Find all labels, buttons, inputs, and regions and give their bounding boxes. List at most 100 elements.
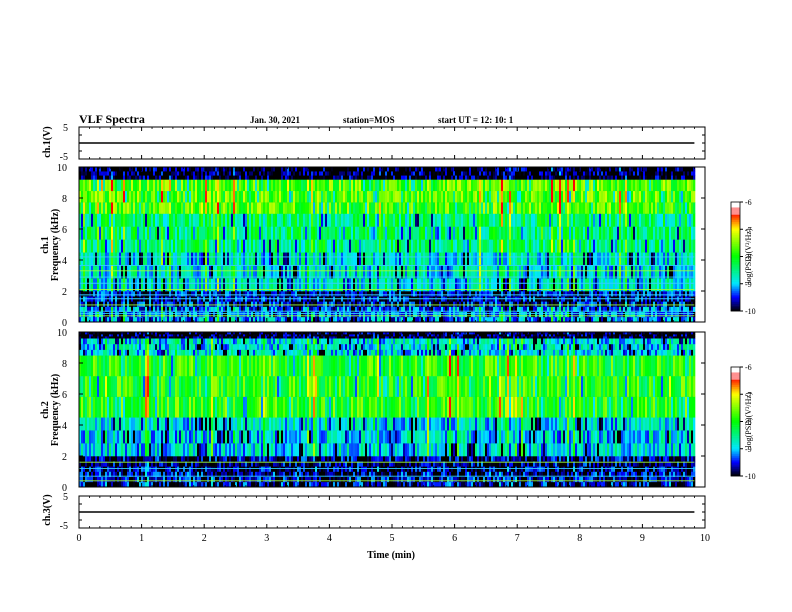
spectrogram-cell — [575, 175, 578, 180]
spectrogram-cell — [109, 167, 112, 172]
spectrogram-cell — [353, 291, 356, 297]
spectrogram-cell — [129, 171, 132, 176]
spectrogram-cell — [441, 278, 444, 292]
spectrogram-cell — [319, 171, 322, 176]
spectrogram-cell — [535, 202, 538, 214]
spectrogram-cell — [323, 190, 326, 203]
spectrogram-cell — [211, 213, 214, 227]
spectrogram-cell — [453, 252, 456, 266]
spectrogram-cell — [223, 171, 226, 176]
spectrogram-cell — [595, 179, 598, 192]
spectrogram-cell — [581, 316, 584, 323]
spectrogram-cell — [239, 226, 242, 240]
spectrogram-cell — [601, 202, 604, 214]
spectrogram-cell — [433, 171, 436, 176]
spectrogram-cell — [167, 278, 170, 292]
spectrogram-cell — [473, 278, 476, 292]
spectrogram-cell — [427, 179, 430, 192]
spectrogram-cell — [379, 316, 382, 323]
spectrogram-cell — [293, 278, 296, 292]
spectrogram-cell — [603, 311, 606, 318]
spectrogram-cell — [477, 190, 480, 203]
spectrogram-cell — [313, 171, 316, 176]
spectrogram-cell — [273, 213, 276, 227]
spectrogram-cell — [513, 301, 516, 307]
spectrogram-cell — [257, 291, 260, 297]
spectrogram-cell — [495, 202, 498, 214]
spectrogram-cell — [413, 252, 416, 266]
spectrogram-cell — [481, 213, 484, 227]
spectrogram-cell — [549, 301, 552, 307]
spectrogram-cell — [375, 265, 378, 279]
spectrogram-cell — [597, 239, 600, 253]
spectrogram-cell — [117, 252, 120, 266]
spectrogram-cell — [455, 171, 458, 176]
spectrogram-cell — [593, 226, 596, 240]
spectrogram-cell — [101, 252, 104, 266]
spectrogram-cell — [601, 306, 604, 312]
spectrogram-cell — [177, 316, 180, 323]
spectrogram-cell — [119, 239, 122, 253]
spectrogram-cell — [409, 190, 412, 203]
spectrogram-cell — [183, 190, 186, 203]
spectrogram-cell — [225, 239, 228, 253]
spectrogram-cell — [313, 265, 316, 279]
spectrogram-cell — [215, 265, 218, 279]
spectrogram-cell — [561, 265, 564, 279]
spectrogram-cell — [269, 226, 272, 240]
spectrogram-cell — [245, 301, 248, 307]
spectrogram-cell — [127, 202, 130, 214]
spectrogram-cell — [259, 167, 262, 172]
spectrogram-cell — [577, 179, 580, 192]
spectrogram-cell — [355, 278, 358, 292]
spectrogram-cell — [319, 190, 322, 203]
spectrogram-cell — [137, 167, 140, 172]
spectrogram-cell — [395, 311, 398, 318]
spectrogram-cell — [115, 311, 118, 318]
spectrogram-cell — [291, 316, 294, 323]
spectrogram-cell — [417, 291, 420, 297]
spectrogram-cell — [457, 190, 460, 203]
spectrogram-cell — [591, 306, 594, 312]
spectrogram-cell — [233, 239, 236, 253]
spectrogram-cell — [161, 202, 164, 214]
spectrogram-cell — [365, 175, 368, 180]
spectrogram-cell — [231, 316, 234, 323]
spectrogram-cell — [85, 190, 88, 203]
spectrogram-cell — [309, 226, 312, 240]
spectrogram-cell — [603, 265, 606, 279]
spectrogram-cell — [561, 291, 564, 297]
spectrogram-cell — [377, 291, 380, 297]
spectrogram-cell — [321, 190, 324, 203]
spectrogram-cell — [267, 265, 270, 279]
spectrogram-cell — [427, 316, 430, 323]
spectrogram-cell — [121, 252, 124, 266]
spectrogram-cell — [261, 316, 264, 323]
spectrogram-cell — [209, 190, 212, 203]
spectrogram-cell — [377, 226, 380, 240]
spectrogram-cell — [197, 301, 200, 307]
spectrogram-cell — [87, 291, 90, 297]
spectrogram-cell — [591, 239, 594, 253]
spectrogram-cell — [323, 179, 326, 192]
spectrogram-cell — [481, 301, 484, 307]
spectrogram-cell — [157, 171, 160, 176]
spectrogram-cell — [575, 239, 578, 253]
spectrogram-cell — [391, 265, 394, 279]
spectrogram-cell — [219, 265, 222, 279]
spectrogram-cell — [509, 278, 512, 292]
spectrogram-cell — [175, 190, 178, 203]
spectrogram-cell — [451, 167, 454, 172]
spectrogram-cell — [419, 311, 422, 318]
spectrogram-cell — [391, 291, 394, 297]
spectrogram-cell — [169, 202, 172, 214]
spectrogram-cell — [613, 175, 616, 180]
spectrogram-cell — [297, 167, 300, 172]
spectrogram-cell — [485, 301, 488, 307]
spectrogram-cell — [535, 226, 538, 240]
spectrogram-cell — [389, 239, 392, 253]
spectrogram-cell — [517, 175, 520, 180]
spectrogram-cell — [603, 190, 606, 203]
spectrogram-cell — [113, 316, 116, 323]
spectrogram-cell — [237, 301, 240, 307]
